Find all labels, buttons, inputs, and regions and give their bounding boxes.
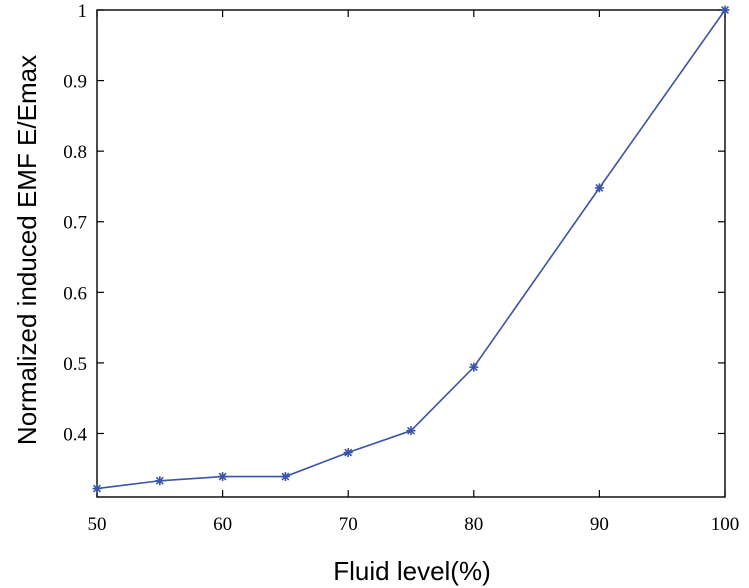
data-point — [218, 472, 228, 482]
x-tick-label: 100 — [711, 514, 740, 535]
y-tick-label: 0.5 — [63, 354, 87, 375]
data-point — [469, 362, 479, 372]
data-point — [594, 183, 604, 193]
y-axis-label: Normalized induced EMF E/Emax — [12, 55, 42, 445]
x-axis-label: Fluid level(%) — [333, 556, 491, 586]
x-tick-label: 90 — [590, 514, 609, 535]
data-point — [720, 5, 730, 15]
y-tick-label: 0.9 — [63, 72, 87, 93]
data-point — [406, 426, 416, 436]
axes-frame — [96, 9, 726, 498]
data-point — [343, 448, 353, 458]
y-tick-label: 0.4 — [63, 424, 87, 445]
y-tick-label: 0.6 — [63, 283, 87, 304]
x-tick-label: 70 — [339, 514, 358, 535]
data-point — [155, 476, 165, 486]
x-tick-label: 80 — [464, 514, 483, 535]
x-tick-label: 60 — [213, 514, 232, 535]
y-tick-label: 1 — [78, 1, 88, 22]
y-tick-label: 0.7 — [63, 213, 87, 234]
series-line — [96, 9, 726, 490]
y-tick-label: 0.8 — [63, 142, 87, 163]
x-tick-label: 50 — [88, 514, 107, 535]
plot-area: 50 60 70 80 90 100 0.4 0.5 0.6 0.7 0.8 0.9 1 — [63, 1, 739, 535]
data-point — [92, 484, 102, 494]
data-point — [280, 472, 290, 482]
